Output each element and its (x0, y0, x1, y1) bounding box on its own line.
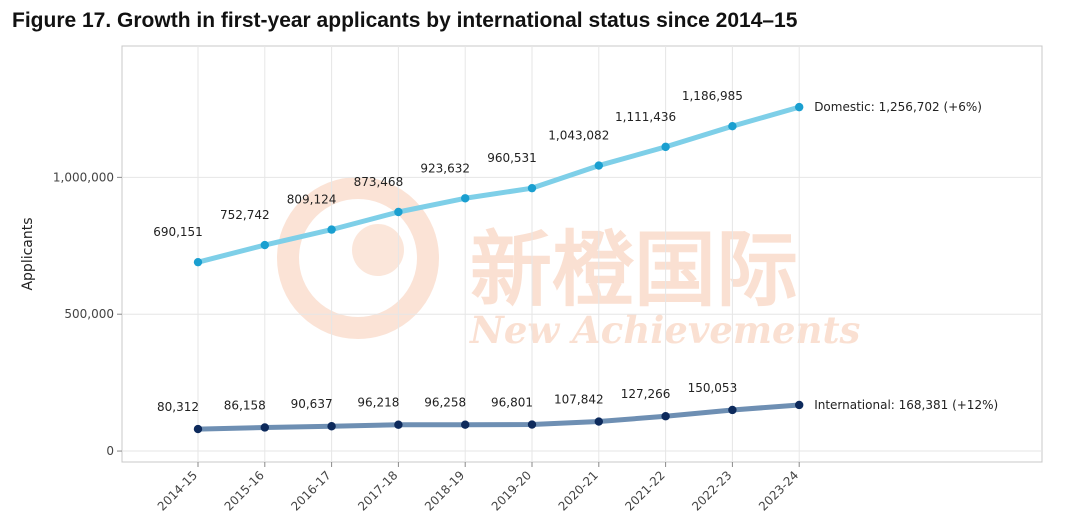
domestic-data-label: 809,124 (287, 193, 337, 207)
international-data-label: 96,258 (424, 396, 466, 410)
international-data-label: 90,637 (291, 397, 333, 411)
y-axis-title: Applicants (20, 217, 36, 290)
domestic-point (260, 240, 269, 250)
y-tick-label: 1,000,000 (53, 170, 114, 184)
international-data-label: 107,842 (554, 393, 604, 407)
plot-panel (121, 45, 1043, 463)
watermark-english: New Achievements (469, 308, 861, 352)
domestic-data-label: 873,468 (354, 175, 404, 189)
international-point (661, 412, 670, 421)
international-data-label: 96,218 (357, 396, 399, 410)
international-point (527, 420, 537, 429)
domestic-point (394, 207, 403, 217)
domestic-point (461, 194, 470, 203)
international-point (193, 424, 203, 434)
domestic-point (728, 121, 737, 131)
domestic-data-label: 752,742 (220, 208, 270, 222)
international-point (594, 417, 603, 426)
international-series-line (195, 402, 802, 432)
x-tick-label: 2014-15 (155, 468, 200, 513)
domestic-end-label: Domestic: 1,256,702 (+6%) (814, 100, 982, 114)
domestic-point (795, 102, 804, 112)
international-point (394, 420, 403, 429)
x-tick-label: 2019-20 (489, 468, 534, 513)
y-tick-label: 0 (106, 444, 114, 458)
x-tick-label: 2016-17 (288, 468, 333, 513)
international-point (461, 420, 470, 429)
watermark-logo-core (352, 224, 404, 276)
international-point (795, 400, 804, 410)
domestic-data-label: 1,043,082 (548, 129, 609, 143)
domestic-data-label: 923,632 (420, 161, 470, 175)
domestic-point (661, 142, 670, 152)
x-tick-label: 2017-18 (355, 468, 400, 513)
international-point (728, 405, 737, 415)
domestic-point (193, 257, 203, 267)
international-end-label: International: 168,381 (+12%) (814, 398, 998, 412)
series-layer: 690,151 752,742 809,124 873,468 923,632 960,5… (153, 89, 998, 434)
domestic-data-label: 1,111,436 (615, 110, 676, 124)
international-data-label: 127,266 (621, 387, 671, 401)
international-data-label: 80,312 (157, 400, 199, 414)
international-point (260, 423, 269, 432)
grid (122, 46, 1042, 462)
x-tick-label: 2022-23 (689, 468, 734, 513)
figure-title: Figure 17. Growth in first-year applican… (12, 9, 798, 32)
domestic-data-label: 690,151 (153, 225, 203, 239)
domestic-series-line (195, 104, 802, 265)
domestic-point (594, 161, 603, 170)
watermark-logo (277, 177, 439, 339)
international-data-label: 86,158 (224, 398, 266, 412)
domestic-point (527, 183, 537, 193)
domestic-point (327, 225, 336, 234)
y-tick-label: 500,000 (64, 307, 114, 321)
x-tick-label: 2023-24 (756, 468, 801, 513)
international-point (327, 422, 336, 431)
watermark: 新橙国际 New Achievements (277, 177, 861, 352)
x-tick-label: 2015-16 (222, 468, 267, 513)
international-data-label: 150,053 (688, 381, 738, 395)
watermark-chinese: 新橙国际 (470, 223, 798, 318)
domestic-data-label: 960,531 (487, 151, 537, 165)
international-data-label: 96,801 (491, 396, 533, 410)
x-tick-label: 2021-22 (622, 468, 667, 513)
x-tick-label: 2018-19 (422, 468, 467, 513)
x-tick-label: 2020-21 (556, 468, 601, 513)
domestic-data-label: 1,186,985 (682, 89, 743, 103)
